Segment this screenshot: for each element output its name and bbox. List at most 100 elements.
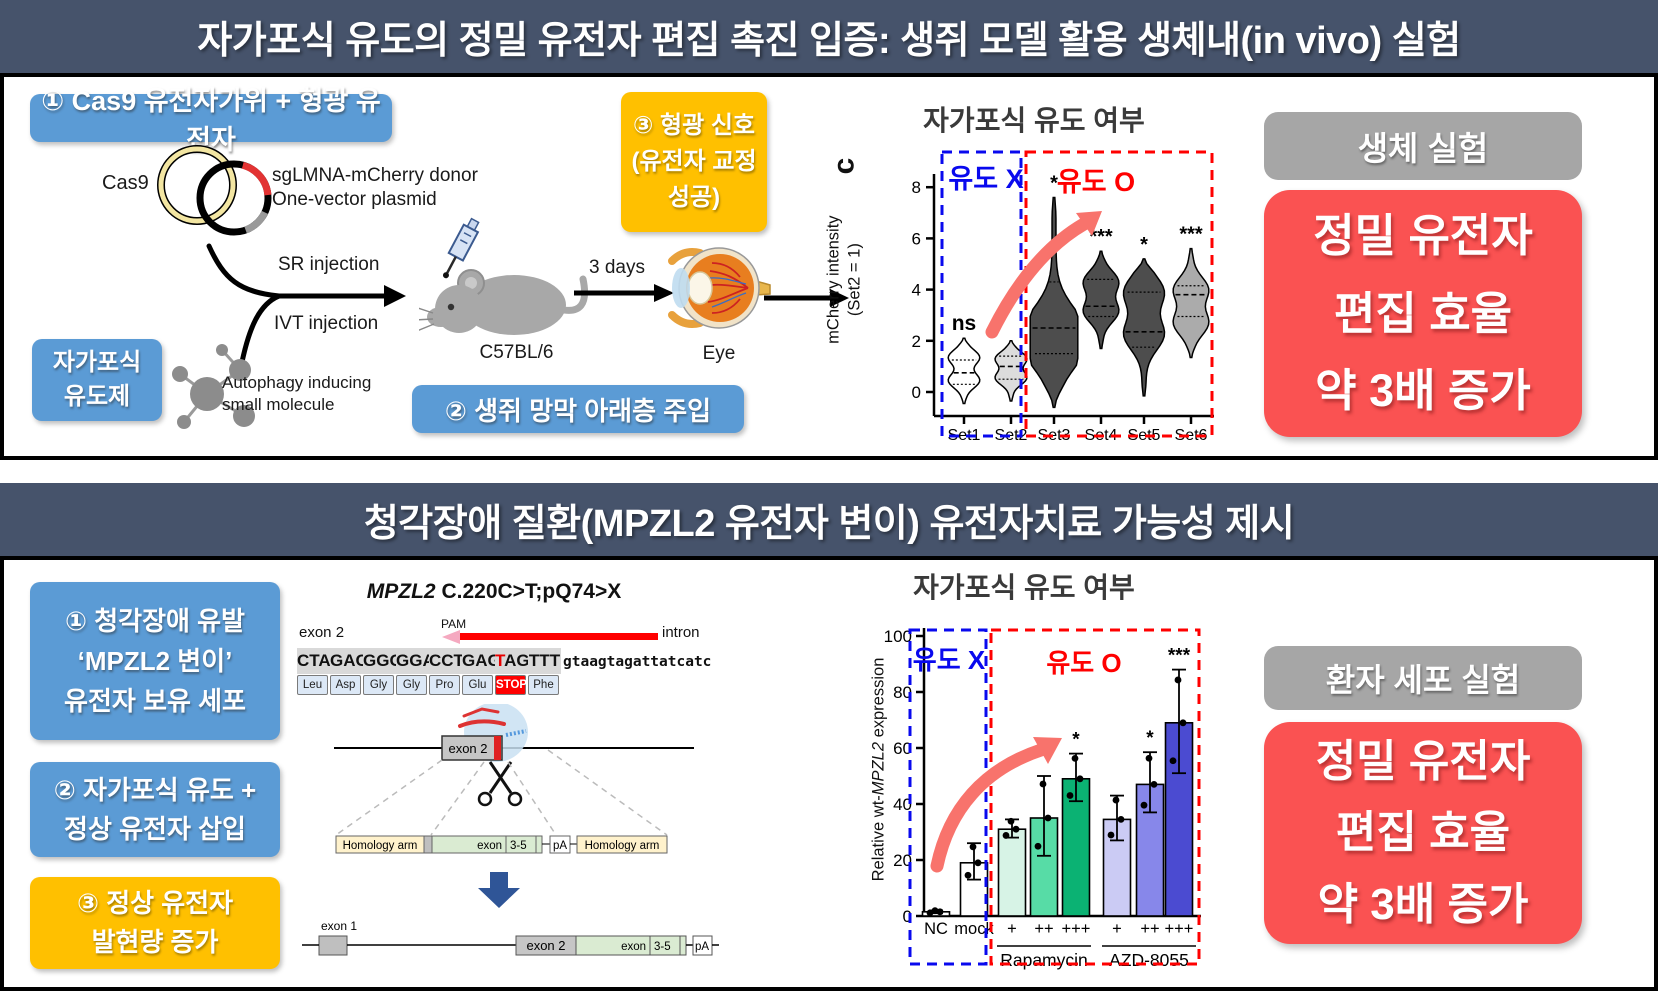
panel1-badge-label: 생체 실험 — [1357, 130, 1489, 167]
codon-8: TTT — [528, 648, 561, 674]
violin-legend-no: 유도 X — [948, 164, 1024, 194]
svg-text:NC: NC — [924, 920, 948, 938]
codon-3: GGG — [363, 648, 403, 674]
scissors-icon — [477, 761, 523, 807]
step3-line2: (유전자 교정 — [631, 148, 757, 175]
aa-2: Asp — [330, 675, 361, 695]
svg-text:Rapamycin: Rapamycin — [1000, 950, 1088, 970]
mutation-title: MPZL2 C.220C>T;pQ74>X — [304, 580, 684, 604]
svg-text:60: 60 — [893, 739, 912, 758]
pam-label: PAM — [441, 617, 467, 631]
p2-step3-line2: 발현량 증가 — [91, 927, 219, 957]
donor-label-line2: One-vector plasmid — [272, 188, 437, 210]
aa-1: Leu — [297, 675, 328, 695]
syringe-icon — [442, 217, 480, 279]
step1-box: ① Cas9 유전자가위 + 형광 유전자 — [30, 86, 392, 155]
eye-icon — [668, 247, 771, 329]
exon2-box-label: exon 2 — [448, 741, 487, 756]
duration-label: 3 days — [589, 257, 645, 278]
days-arrow — [574, 284, 674, 302]
donor-label: sgLMNA-mCherry donor One-vector plasmid — [272, 164, 478, 212]
cas9-label: Cas9 — [102, 172, 149, 194]
svg-text:Set1: Set1 — [948, 427, 981, 444]
bar-increase-arrow-head — [1033, 737, 1062, 764]
step1-label: ① Cas9 유전자가위 + 형광 유전자 — [41, 86, 381, 155]
intron-label: intron — [662, 624, 700, 641]
svg-text:++: ++ — [1140, 920, 1159, 938]
inducer-line1: 자가포식 — [52, 349, 142, 377]
p2-step1-line1: ① 청각장애 유발 — [65, 605, 245, 636]
molecule-label-line1: Autophagy inducing — [222, 373, 372, 392]
svg-text:*: * — [1050, 172, 1058, 194]
panel1-result-line2: 편집 효율 — [1333, 287, 1513, 339]
induction-box — [1024, 150, 1214, 438]
step3-box: ③ 형광 신호 (유전자 교정 성공) — [621, 92, 767, 232]
homology-arm-left-label: Homology arm — [343, 840, 418, 852]
sr-injection-label: SR injection — [278, 254, 380, 275]
codon-row: CTAGACGGGGGACCTGAGTAGTTT gtaagtagattatcat… — [297, 648, 711, 675]
p2-step1-line3: 유전자 보유 세포 — [64, 686, 246, 717]
svg-text:ns: ns — [952, 312, 977, 335]
increase-arrow — [985, 217, 1091, 339]
aa-7-stop: STOP — [495, 675, 527, 695]
down-arrow — [478, 872, 520, 908]
p2-step1-line2: ‘MPZL2 변이’ — [77, 645, 233, 676]
svg-text:+: + — [1007, 920, 1017, 938]
p2-step2-line2: 정상 유전자 삽입 — [64, 813, 246, 844]
panel2-content: ① 청각장애 유발 ‘MPZL2 변이’ 유전자 보유 세포 ② 자가포식 유도… — [0, 556, 1658, 991]
svg-text:*: * — [1146, 728, 1154, 749]
amino-acid-row: Leu Asp Gly Gly Pro Glu STOP Phe — [297, 675, 561, 695]
step3-line3: 성공) — [667, 184, 721, 211]
edited-pa-label: pA — [695, 941, 709, 953]
panel2-result-line3: 약 3배 증가 — [1317, 879, 1529, 929]
svg-text:Set3: Set3 — [1038, 427, 1071, 444]
panel1-result-box: 정밀 유전자 편집 효율 약 3배 증가 — [1264, 190, 1582, 437]
svg-text:4: 4 — [912, 281, 921, 300]
eye-label: Eye — [702, 343, 736, 364]
step3-line1: ③ 형광 신호 — [633, 112, 755, 139]
exon2-label: exon 2 — [299, 624, 345, 641]
violin-ylabel-line1: mCherry intensity — [824, 215, 843, 344]
svg-text:***: *** — [1179, 224, 1203, 246]
svg-text:0: 0 — [903, 907, 912, 926]
increase-arrow-head — [1076, 211, 1102, 236]
svg-text:80: 80 — [893, 683, 912, 702]
svg-text:*: * — [1140, 234, 1148, 256]
panel1-result-line1: 정밀 유전자 — [1313, 210, 1533, 262]
panel2-title: 청각장애 질환(MPZL2 유전자 변이) 유전자치료 가능성 제시 — [363, 503, 1295, 545]
violin-overlay — [940, 150, 1214, 438]
p2-step3-box: ③ 정상 유전자 발현량 증가 — [30, 877, 280, 969]
bar-induction-box — [989, 628, 1201, 966]
bar-overlay — [908, 628, 1201, 966]
codon-1: CTA — [297, 648, 331, 674]
codon-7-stop: TAG — [495, 648, 530, 674]
svg-text:6: 6 — [912, 229, 921, 248]
p2-step2-box: ② 자가포식 유도 + 정상 유전자 삽입 — [30, 762, 280, 857]
panel1-header: 자가포식 유도의 정밀 유전자 편집 촉진 입증: 생쥐 모델 활용 생체내(i… — [0, 0, 1658, 73]
violin-chart-title: 자가포식 유도 여부 — [923, 105, 1145, 136]
aa-3: Gly — [363, 675, 394, 695]
p2-step2-line1: ② 자가포식 유도 + — [53, 774, 257, 805]
svg-text:20: 20 — [893, 851, 912, 870]
donor-label-line1: sgLMNA-mCherry donor — [272, 165, 478, 186]
aa-5: Pro — [429, 675, 460, 695]
panel2-header: 청각장애 질환(MPZL2 유전자 변이) 유전자치료 가능성 제시 — [0, 483, 1658, 556]
svg-text:8: 8 — [912, 178, 921, 197]
merge-arrow — [206, 243, 406, 365]
svg-text:Set2: Set2 — [995, 427, 1028, 444]
mouse-icon — [419, 217, 588, 335]
molecule-label-line2: small molecule — [222, 395, 335, 415]
bar-increase-arrow — [930, 743, 1048, 873]
svg-text:Set6: Set6 — [1175, 427, 1208, 444]
bar-legend-yes: 유도 O — [1046, 648, 1122, 678]
donor-pa-label: pA — [553, 840, 567, 852]
homology-arm-right-label: Homology arm — [585, 840, 660, 852]
bar-chart-title: 자가포식 유도 여부 — [913, 572, 1135, 603]
pam-arrow-tip — [442, 630, 460, 644]
panel1-content: ① Cas9 유전자가위 + 형광 유전자 Cas9 sgLMNA-mCherr… — [0, 73, 1658, 460]
svg-text:***: *** — [1168, 646, 1191, 667]
